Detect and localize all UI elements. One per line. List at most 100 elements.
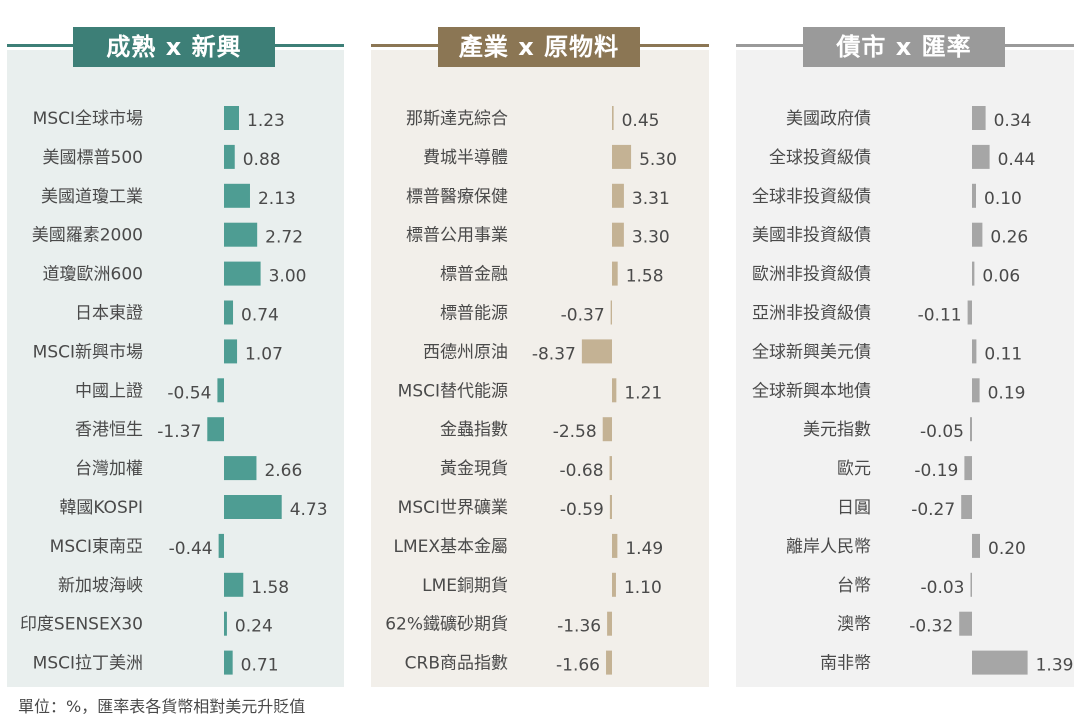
value-label: 1.58	[626, 267, 664, 287]
panel-industry-commodities: 產業 x 原物料 那斯達克綜合 0.45 費城半導體 5.30 標普醫療保健 3.31 標普…	[371, 27, 709, 687]
category-label: 香港恒生	[75, 420, 143, 440]
bar	[218, 533, 224, 558]
bar	[224, 572, 244, 597]
bar	[581, 339, 612, 364]
category-label: 道瓊歐洲600	[43, 265, 143, 285]
value-label: 0.71	[241, 656, 279, 676]
value-label: 5.30	[639, 150, 677, 170]
value-label: 2.66	[264, 461, 302, 481]
category-label: 澳幣	[837, 615, 871, 635]
value-label: 0.24	[235, 617, 273, 637]
value-label: -8.37	[532, 344, 576, 364]
category-label: 歐元	[837, 459, 871, 479]
bar	[224, 183, 250, 208]
panel-title: 產業 x 原物料	[438, 27, 640, 67]
category-label: 離岸人民幣	[786, 537, 871, 557]
value-label: -0.32	[909, 617, 953, 637]
value-label: 0.10	[984, 189, 1022, 209]
panel-bonds-fx: 債市 x 匯率 美國政府債 0.34 全球投資級債 0.44 全球非投資級債 0.10 美國…	[736, 27, 1074, 687]
value-label: -0.68	[560, 461, 604, 481]
category-label: MSCI東南亞	[50, 537, 143, 557]
bar-chart-mature-emerging: MSCI全球市場 1.23 美國標普500 0.88 美國道瓊工業 2.13 美國羅素200…	[20, 106, 328, 676]
value-label: -0.05	[920, 422, 964, 442]
bar	[224, 456, 257, 481]
bar	[970, 417, 972, 442]
bar	[964, 456, 972, 481]
value-label: 2.72	[265, 228, 303, 248]
category-label: MSCI全球市場	[33, 109, 143, 129]
category-label: 日本東證	[75, 304, 143, 324]
panel-background	[7, 50, 344, 687]
panel-mature-emerging: 成熟 x 新興 MSCI全球市場 1.23 美國標普500 0.88 美國道瓊工業 2.1…	[7, 27, 344, 687]
category-label: 美國標普500	[43, 148, 143, 168]
bar	[224, 144, 235, 169]
category-label: 台灣加權	[75, 459, 143, 479]
value-label: -0.11	[918, 306, 962, 326]
value-label: -0.19	[914, 461, 958, 481]
category-label: 全球新興美元債	[752, 342, 871, 362]
bar	[224, 222, 258, 247]
category-label: MSCI替代能源	[398, 381, 508, 401]
value-label: -0.37	[561, 306, 605, 326]
bar	[606, 650, 612, 675]
bar	[972, 261, 975, 286]
bar	[972, 106, 986, 130]
value-label: -2.58	[553, 422, 597, 442]
category-label: 新加坡海峽	[58, 576, 143, 596]
category-label: 標普金融	[440, 265, 508, 285]
value-label: 2.13	[258, 189, 296, 209]
bar	[612, 378, 617, 403]
value-label: -1.66	[556, 656, 600, 676]
category-label: 美國非投資級債	[752, 226, 871, 246]
value-label: -0.59	[560, 500, 604, 520]
value-label: 1.10	[624, 578, 662, 598]
category-label: 西德州原油	[423, 342, 508, 362]
bar	[224, 300, 234, 325]
category-label: 費城半導體	[423, 148, 508, 168]
bar	[972, 144, 990, 169]
category-label: 亞洲非投資級債	[752, 304, 871, 324]
panel-title: 債市 x 匯率	[803, 27, 1005, 67]
bar	[607, 611, 612, 636]
category-label: 全球非投資級債	[752, 187, 871, 207]
value-label: 3.30	[632, 228, 670, 248]
bar	[972, 650, 1028, 675]
panel-background	[736, 50, 1074, 687]
bar	[970, 572, 972, 597]
category-label: 台幣	[837, 576, 871, 596]
value-label: 1.23	[247, 111, 285, 131]
bar	[961, 495, 972, 519]
category-label: MSCI世界礦業	[398, 498, 508, 518]
value-label: 4.73	[290, 500, 328, 520]
bar	[972, 183, 976, 208]
value-label: 3.00	[269, 267, 307, 287]
category-label: 標普醫療保健	[406, 187, 508, 207]
bar	[612, 533, 618, 558]
value-label: 0.45	[622, 111, 660, 131]
value-label: -1.36	[557, 617, 601, 637]
bar	[609, 495, 612, 519]
category-label: 韓國KOSPI	[59, 498, 143, 518]
value-label: 0.44	[998, 150, 1036, 170]
bar	[612, 261, 618, 286]
value-label: 0.74	[241, 306, 279, 326]
category-label: 中國上證	[75, 381, 143, 401]
value-label: 1.39	[1036, 656, 1074, 676]
bar	[609, 456, 612, 481]
value-label: -0.44	[169, 539, 213, 559]
value-label: 0.34	[994, 111, 1032, 131]
bar	[959, 611, 972, 636]
bar	[612, 183, 624, 208]
category-label: 標普公用事業	[406, 226, 508, 246]
panel-title: 成熟 x 新興	[73, 27, 275, 67]
bar	[972, 222, 983, 247]
category-label: 南非幣	[820, 654, 871, 674]
category-label: 美國政府債	[786, 109, 871, 129]
value-label: 1.49	[625, 539, 663, 559]
bar	[224, 339, 238, 364]
bar	[967, 300, 972, 325]
value-label: -0.03	[921, 578, 965, 598]
category-label: 全球投資級債	[769, 148, 871, 168]
value-label: -0.54	[167, 383, 211, 403]
bar	[612, 572, 616, 597]
